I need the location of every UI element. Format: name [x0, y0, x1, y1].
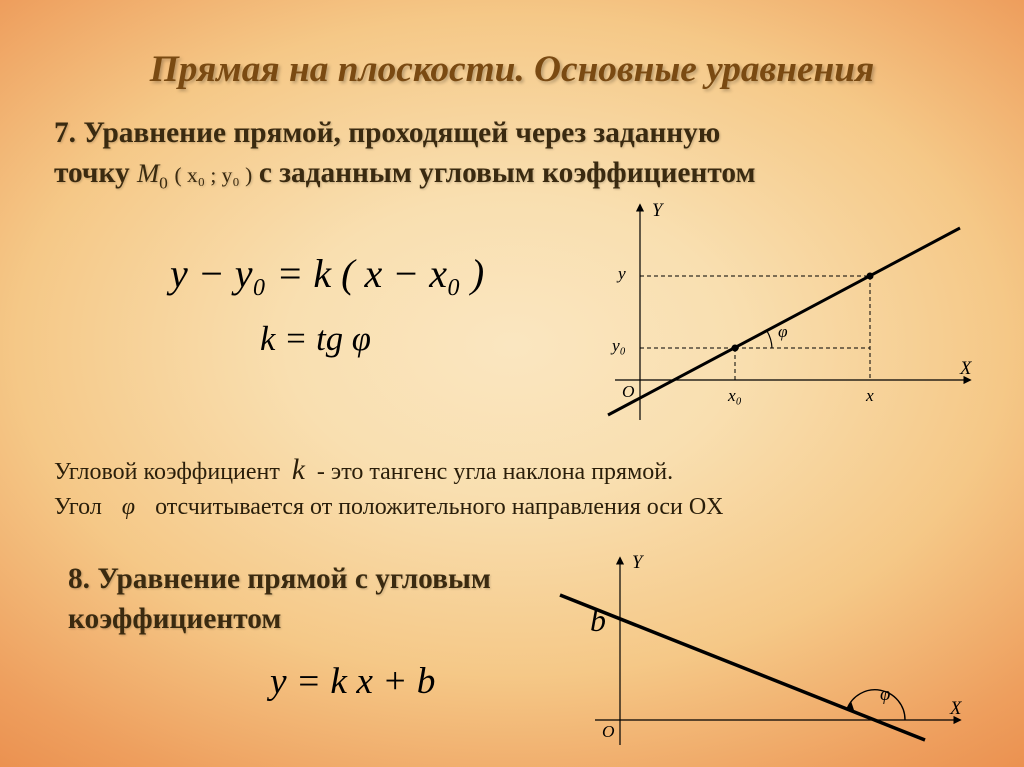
d1-x0-label: x₀	[728, 386, 742, 406]
d2-line	[560, 595, 925, 740]
note-2b: отсчитывается от положительного направле…	[155, 494, 723, 520]
d1-point-p1	[867, 273, 874, 280]
sec7-line1: 7. Уравнение прямой, проходящей через за…	[54, 117, 720, 149]
page-title: Прямая на плоскости. Основные уравнения	[0, 48, 1024, 91]
eq-k-formula: k = tg φ	[260, 320, 371, 358]
equation-point-slope: y − y₀ = k ( x − x₀ )	[170, 250, 484, 297]
d1-y0-label: y₀	[612, 336, 626, 356]
section-8-text: 8. Уравнение прямой с угловым коэффициен…	[68, 560, 568, 639]
note-text: Угловой коэффициент k - это тангенс угла…	[54, 450, 974, 525]
d2-b-label: b	[590, 602, 606, 639]
point-m0: M0 ( x₀ ; y₀ )	[137, 158, 259, 188]
note-1a: Угловой коэффициент	[54, 459, 286, 485]
m0-sub: 0	[159, 173, 168, 192]
d2-Y-label: Y	[632, 552, 642, 574]
sec7-line2a: точку	[54, 157, 137, 189]
d1-x-label: x	[866, 386, 874, 406]
equation-k-tan: k = tg φ	[260, 320, 371, 359]
eq-main-formula: y − y₀ = k ( x − x₀ )	[170, 251, 484, 296]
note-phi: φ	[108, 494, 149, 520]
d1-y-label: y	[618, 264, 626, 284]
d1-point-p0	[732, 345, 739, 352]
d2-angle-arrowhead	[847, 701, 854, 710]
d2-O-label: O	[602, 722, 615, 742]
d2-X-label: X	[950, 698, 961, 720]
equation-slope-intercept: y = k x + b	[270, 660, 435, 703]
d2-angle-arc	[847, 690, 905, 720]
d1-phi-label: φ	[778, 322, 788, 342]
d1-O-label: O	[622, 382, 635, 402]
note-2a: Угол	[54, 494, 108, 520]
section-7-text: 7. Уравнение прямой, проходящей через за…	[54, 114, 974, 194]
m0-sym: M	[137, 158, 159, 188]
sec7-line2b: с заданным угловым коэффициентом	[259, 157, 756, 189]
d1-angle-arc	[767, 331, 772, 348]
note-1b: - это тангенс угла наклона прямой.	[317, 459, 673, 485]
d1-Y-label: Y	[652, 200, 662, 222]
d2-phi-label: φ	[880, 684, 890, 706]
d1-X-label: X	[960, 358, 971, 380]
note-k: k	[286, 454, 311, 486]
m0-coords: ( x₀ ; y₀ )	[175, 163, 253, 187]
